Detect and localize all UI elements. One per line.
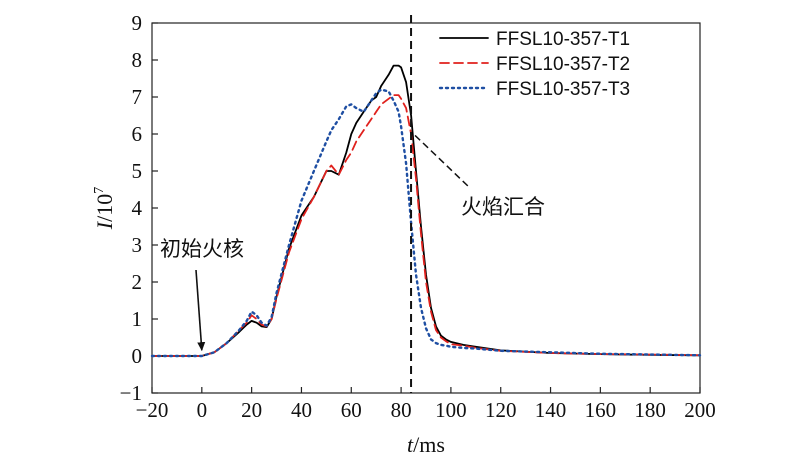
y-tick-label: 4: [132, 196, 143, 220]
series-line-3: [150, 88, 702, 358]
legend: FFSL10-357-T1 FFSL10-357-T2 FFSL10-357-T3: [438, 29, 630, 100]
y-tick-label: 2: [132, 270, 143, 294]
y-tick-label: 7: [132, 85, 143, 109]
y-axis-title-var: I: [92, 220, 117, 230]
x-tick-label: 160: [585, 398, 617, 422]
legend-label-2: FFSL10-357-T2: [496, 54, 630, 75]
x-axis-title-unit: /ms: [413, 432, 445, 457]
y-tick-label: 5: [132, 159, 143, 183]
ignition-annotation-label: 初始火核: [160, 237, 244, 261]
legend-label-1: FFSL10-357-T1: [496, 29, 630, 50]
x-tick-label: 0: [197, 398, 208, 422]
x-axis-title-var: t: [407, 432, 414, 457]
series-line-2: [151, 94, 701, 357]
x-tick-label: 200: [684, 398, 716, 422]
y-tick-label: 8: [132, 48, 143, 72]
x-tick-label: 80: [391, 398, 412, 422]
y-tick-label: 0: [132, 344, 143, 368]
y-axis-title: I/107: [92, 187, 117, 230]
axes-layer: −20 0 20 40 60 80 100 120 140 160 180 200 −1 0 1 2 3 4 5 6 7…: [92, 11, 716, 457]
x-axis-title: t/ms: [407, 432, 445, 457]
y-tick-label: 9: [132, 11, 143, 35]
series-line-1: [151, 64, 701, 357]
ignition-arrow: [195, 269, 206, 352]
y-tick-label: 1: [132, 307, 143, 331]
legend-label-3: FFSL10-357-T3: [496, 79, 630, 100]
x-tick-label: 140: [535, 398, 567, 422]
y-axis-title-exponent: 7: [92, 187, 107, 194]
x-tick-label: 60: [341, 398, 362, 422]
x-tick-label: 120: [485, 398, 517, 422]
x-tick-label: 100: [435, 398, 467, 422]
series-layer: [150, 64, 702, 358]
x-tick-label: 40: [291, 398, 312, 422]
y-axis-title-unit: /10: [92, 194, 117, 222]
y-tick-label: 3: [132, 233, 143, 257]
merge-leader-line: [414, 134, 471, 189]
x-tick-label: −20: [136, 398, 169, 422]
x-tick-label: 20: [241, 398, 262, 422]
y-tick-label: −1: [120, 381, 142, 405]
x-tick-label: 180: [634, 398, 666, 422]
y-tick-label: 6: [132, 122, 143, 146]
merge-annotation-label: 火焰汇合: [461, 195, 545, 219]
